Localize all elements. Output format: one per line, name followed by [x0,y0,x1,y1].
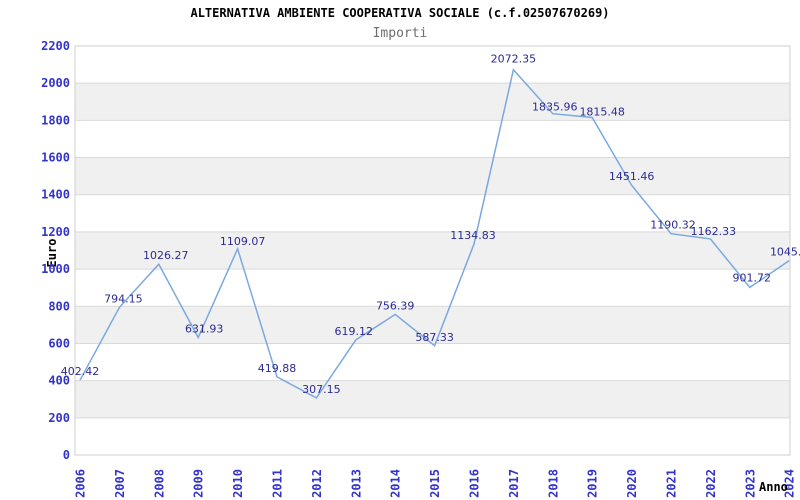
x-tick-label: 2021 [665,469,679,498]
plot-band [75,306,790,344]
plot-band [75,231,790,270]
y-tick-label: 600 [48,336,70,350]
data-point-label: 419.88 [258,362,297,375]
y-tick-label: 1400 [41,188,70,202]
x-tick-label: 2020 [625,469,639,498]
plot-band [75,83,790,121]
x-tick-label: 2014 [389,469,403,498]
x-tick-label: 2007 [113,469,127,498]
data-point-label: 307.15 [302,383,341,396]
x-tick-label: 2006 [74,469,88,498]
x-tick-label: 2019 [586,469,600,498]
y-tick-label: 1000 [41,262,70,276]
x-tick-label: 2010 [231,469,245,498]
y-tick-label: 800 [48,299,70,313]
x-tick-label: 2023 [743,469,757,498]
data-point-label: 1134.83 [450,229,496,242]
x-tick-label: 2017 [507,469,521,498]
data-point-label: 631.93 [185,323,224,336]
data-point-label: 1109.07 [220,235,266,248]
x-tick-label: 2008 [152,469,166,498]
x-tick-label: 2009 [192,469,206,498]
data-point-label: 756.39 [376,299,415,312]
data-point-label: 1451.46 [609,170,655,183]
series-line [79,68,790,399]
x-tick-label: 2012 [310,469,324,498]
data-point-label: 587.33 [415,331,454,344]
x-axis-title: Anno [759,480,788,494]
data-point-label: 794.15 [104,292,143,305]
x-tick-label: 2013 [349,469,363,498]
y-tick-label: 400 [48,374,70,388]
x-tick-label: 2022 [704,469,718,498]
y-tick-label: 200 [48,411,70,425]
chart-subtitle: Importi [372,26,428,41]
x-tick-label: 2018 [546,469,560,498]
x-tick-label: 2024 [783,469,797,498]
x-tick-label: 2011 [271,469,285,498]
x-tick-label: 2016 [468,469,482,498]
y-tick-label: 1600 [41,151,70,165]
data-point-label: 2072.35 [491,53,537,66]
y-tick-label: 1200 [41,225,70,239]
data-point-label: 1162.33 [691,225,737,238]
plot-band [75,157,790,195]
data-point-label: 1045.8 [770,246,800,259]
y-tick-label: 2200 [41,39,70,53]
chart-title: ALTERNATIVA AMBIENTE COOPERATIVA SOCIALE… [190,6,610,20]
data-point-label: 901.72 [733,271,772,284]
y-tick-label: 1800 [41,113,70,127]
plot-band [75,380,790,418]
y-tick-label: 2000 [41,76,70,90]
plot-border [74,45,791,456]
y-tick-label: 0 [63,448,70,462]
data-point-label: 1190.32 [650,219,696,232]
data-point-label: 619.12 [335,325,374,338]
x-tick-label: 2015 [428,469,442,498]
data-point-label: 402.42 [61,365,100,378]
data-point-label: 1835.96 [532,101,578,114]
data-point-label: 1026.27 [143,249,189,262]
data-point-label: 1815.48 [579,105,625,118]
